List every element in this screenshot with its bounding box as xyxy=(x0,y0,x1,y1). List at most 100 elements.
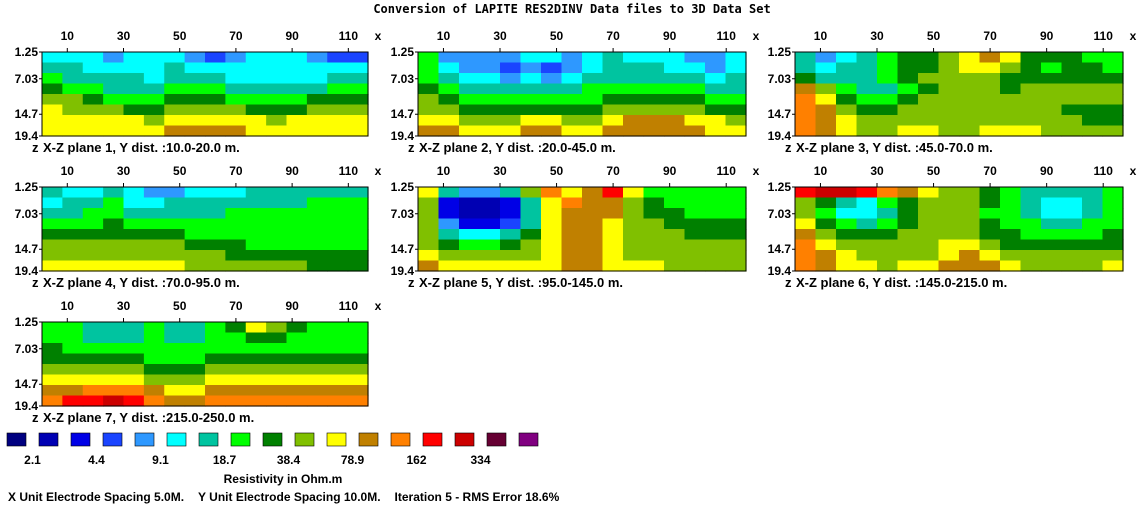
heatmap-cell xyxy=(225,239,247,251)
heatmap-cell xyxy=(1000,250,1022,262)
heatmap-cell xyxy=(795,115,817,127)
legend-swatch xyxy=(198,432,219,447)
heatmap-cell xyxy=(225,73,247,85)
heatmap-cell xyxy=(1000,83,1022,95)
heatmap-cell xyxy=(245,239,267,251)
heatmap-cell xyxy=(42,125,63,137)
heatmap-cell xyxy=(103,115,125,127)
z-tick-label: 7.03 xyxy=(15,342,39,356)
x-tick-label: 110 xyxy=(1094,29,1114,43)
heatmap-cell xyxy=(918,208,940,220)
heatmap-cell xyxy=(225,250,247,262)
heatmap-cell xyxy=(1000,104,1022,116)
heatmap-cell xyxy=(664,52,686,64)
heatmap-cell xyxy=(705,208,727,220)
heatmap-cell xyxy=(123,353,145,365)
heatmap-cell xyxy=(266,343,288,355)
heatmap-cell xyxy=(184,52,206,64)
heatmap-cell xyxy=(245,218,267,230)
heatmap-cell xyxy=(438,104,460,116)
z-tick-label: 7.03 xyxy=(768,207,792,221)
heatmap-cell xyxy=(959,94,981,106)
heatmap-cell xyxy=(123,364,145,376)
heatmap-cell xyxy=(225,332,247,344)
heatmap-cell xyxy=(979,125,1001,137)
heatmap-cell xyxy=(306,115,328,127)
heatmap-cell xyxy=(327,218,349,230)
x-tick-label: 70 xyxy=(229,164,243,178)
heatmap-cell xyxy=(1061,218,1083,230)
heatmap-cell xyxy=(725,125,747,137)
heatmap-cell xyxy=(582,187,604,199)
heatmap-cell xyxy=(856,208,878,220)
legend-swatch xyxy=(166,432,187,447)
heatmap-cell xyxy=(103,73,125,85)
heatmap-cell xyxy=(684,197,706,209)
z-axis-letter: z xyxy=(785,140,792,155)
heatmap-cell xyxy=(684,260,706,272)
heatmap-cell xyxy=(286,229,308,241)
heatmap-cell xyxy=(479,208,501,220)
heatmap-cell xyxy=(82,395,104,407)
heatmap-cell xyxy=(938,104,960,116)
legend-swatch xyxy=(454,432,475,447)
heatmap-cell xyxy=(459,104,481,116)
heatmap-cell xyxy=(82,197,104,209)
heatmap-cell xyxy=(62,208,84,220)
heatmap-cell xyxy=(1061,250,1083,262)
heatmap-cell xyxy=(123,197,145,209)
heatmap-cell xyxy=(664,73,686,85)
x-tick-label: 50 xyxy=(550,164,564,178)
heatmap-cell xyxy=(856,250,878,262)
heatmap-cell xyxy=(184,115,206,127)
heatmap-cell xyxy=(205,197,226,209)
heatmap-cell xyxy=(347,322,369,334)
heatmap-cell xyxy=(306,250,328,262)
heatmap-cell xyxy=(725,187,747,199)
heatmap-cell xyxy=(143,83,165,95)
heatmap-cell xyxy=(664,208,686,220)
heatmap-cell xyxy=(623,62,645,74)
heatmap-cell xyxy=(306,385,328,397)
heatmap-cell xyxy=(205,364,226,376)
heatmap-cell xyxy=(459,94,481,106)
x-tick-label: 70 xyxy=(983,29,997,43)
x-axis-letter: x xyxy=(1130,164,1137,178)
heatmap-cell xyxy=(918,229,940,241)
heatmap-cell xyxy=(1000,239,1022,251)
heatmap-cell xyxy=(103,125,125,137)
heatmap-cell xyxy=(103,260,125,272)
heatmap-cell xyxy=(725,239,747,251)
heatmap-cell xyxy=(123,260,145,272)
z-axis-letter: z xyxy=(408,140,415,155)
heatmap-cell xyxy=(541,239,563,251)
heatmap-cell xyxy=(143,395,165,407)
heatmap-cell xyxy=(184,239,206,251)
heatmap-cell xyxy=(1082,197,1104,209)
heatmap-cell xyxy=(979,208,1001,220)
heatmap-cell xyxy=(1020,187,1042,199)
heatmap-cell xyxy=(979,94,1001,106)
heatmap-cell xyxy=(205,229,226,241)
heatmap-cell xyxy=(500,62,522,74)
heatmap-cell xyxy=(266,260,288,272)
heatmap-cell xyxy=(918,83,940,95)
heatmap-cell xyxy=(418,73,440,85)
heatmap-cell xyxy=(918,115,940,127)
legend-swatch xyxy=(230,432,251,447)
heatmap-cell xyxy=(561,104,583,116)
heatmap-cell xyxy=(582,208,604,220)
heatmap-cell xyxy=(623,229,645,241)
heatmap-cell xyxy=(897,125,919,137)
heatmap-cell xyxy=(1082,62,1104,74)
heatmap-cell xyxy=(347,218,369,230)
heatmap-cell xyxy=(1041,83,1063,95)
heatmap-cell xyxy=(602,250,624,262)
heatmap-cell xyxy=(103,52,125,64)
heatmap-cell xyxy=(836,239,858,251)
heatmap-cell xyxy=(1020,94,1042,106)
heatmap-cell xyxy=(306,229,328,241)
heatmap-cell xyxy=(306,322,328,334)
heatmap-cell xyxy=(245,197,267,209)
heatmap-cell xyxy=(266,250,288,262)
